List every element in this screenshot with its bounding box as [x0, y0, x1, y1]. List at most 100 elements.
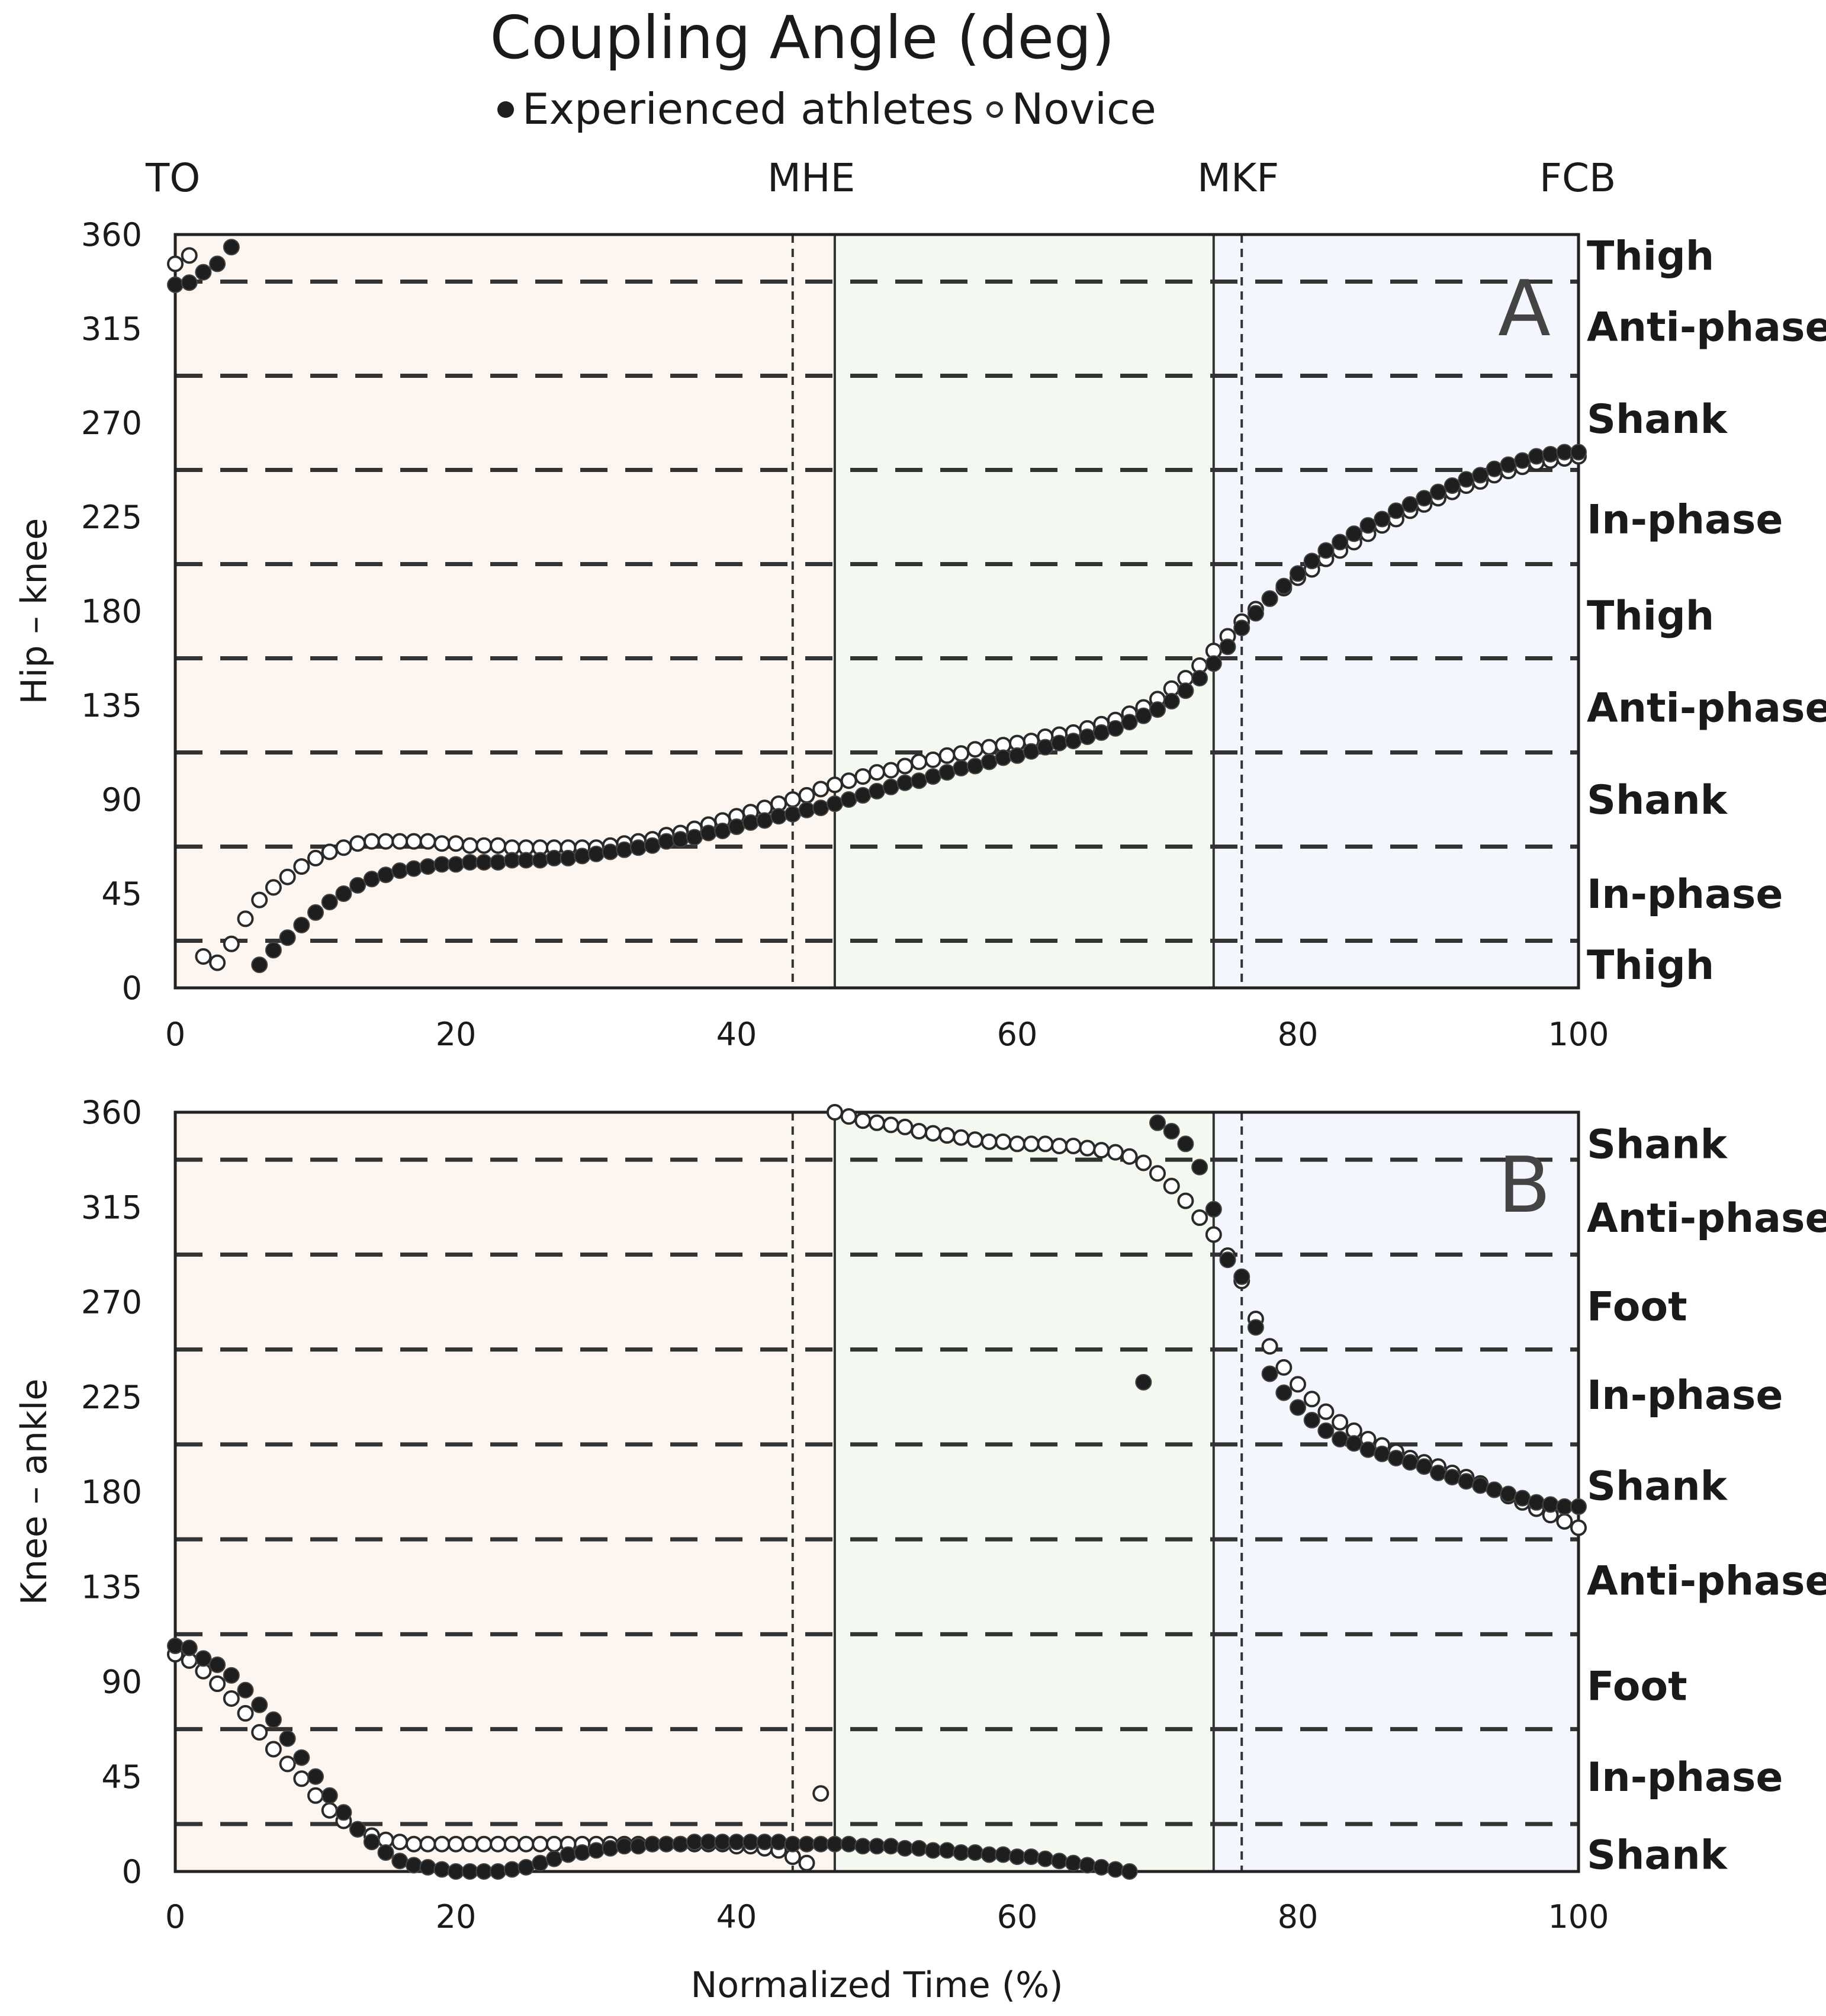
zone-label: Thigh — [1587, 233, 1714, 280]
data-point-experienced — [1290, 565, 1306, 582]
zone-label: Anti-phase — [1587, 304, 1826, 351]
data-point-experienced — [265, 1711, 282, 1728]
data-point-experienced — [321, 1787, 338, 1804]
data-point-experienced — [1444, 1469, 1461, 1486]
zone-label: Foot — [1587, 1284, 1687, 1331]
y-tick-label: 0 — [122, 970, 142, 1007]
data-point-experienced — [882, 1838, 899, 1855]
zone-label: In-phase — [1587, 1754, 1783, 1801]
data-point-experienced — [1332, 534, 1349, 551]
data-point-experienced — [1261, 590, 1278, 607]
data-point-experienced — [1290, 1399, 1306, 1416]
data-point-experienced — [181, 1639, 198, 1657]
data-point-experienced — [869, 782, 885, 800]
data-point-experienced — [1107, 1861, 1124, 1878]
data-point-experienced — [714, 823, 731, 839]
y-tick-label: 315 — [81, 1189, 142, 1226]
data-point-novice — [826, 776, 843, 794]
data-point-novice — [911, 1123, 928, 1140]
data-point-novice — [1065, 1137, 1082, 1154]
data-point-experienced — [896, 774, 914, 791]
x-tick-label: 0 — [165, 1016, 185, 1053]
data-point-novice — [321, 1802, 338, 1819]
data-point-novice — [433, 1835, 451, 1853]
data-point-experienced — [742, 1834, 759, 1851]
data-point-experienced — [419, 858, 436, 875]
data-point-novice — [349, 835, 367, 852]
data-point-experienced — [349, 1821, 367, 1838]
data-point-experienced — [1275, 577, 1293, 595]
data-point-experienced — [1458, 471, 1475, 488]
data-point-novice — [251, 1723, 268, 1741]
y-tick-label: 90 — [101, 1664, 142, 1701]
data-point-experienced — [532, 1854, 549, 1871]
data-point-novice — [911, 753, 928, 771]
x-tick-label: 60 — [997, 1898, 1038, 1935]
data-point-experienced — [742, 814, 759, 831]
data-point-experienced — [475, 1863, 493, 1880]
data-point-experienced — [1219, 638, 1236, 656]
data-point-novice — [405, 833, 422, 850]
data-point-novice — [896, 757, 914, 775]
data-point-novice — [1261, 1338, 1278, 1355]
plot-frame — [173, 1110, 1580, 1873]
data-point-experienced — [658, 833, 675, 850]
legend-marker-novice — [986, 101, 1004, 118]
data-point-experienced — [672, 1835, 689, 1853]
data-point-experienced — [433, 1861, 451, 1878]
y-tick-label: 45 — [101, 1758, 142, 1796]
zone-label: In-phase — [1587, 871, 1783, 918]
data-point-novice — [405, 1835, 422, 1853]
data-point-novice — [966, 1131, 983, 1148]
data-point-experienced — [924, 1842, 941, 1859]
data-point-experienced — [798, 1835, 815, 1853]
zone-label: Shank — [1587, 1121, 1728, 1168]
data-point-novice — [840, 772, 857, 789]
data-point-novice — [545, 1835, 562, 1853]
data-point-novice — [1177, 1192, 1194, 1209]
phase-band-1 — [175, 235, 835, 988]
data-point-experienced — [1444, 477, 1461, 494]
zone-label: Thigh — [1587, 593, 1714, 640]
data-point-experienced — [1121, 714, 1138, 731]
data-point-experienced — [251, 1696, 268, 1713]
data-point-novice — [265, 1741, 282, 1758]
data-point-experienced — [448, 1863, 464, 1880]
data-point-experienced — [854, 1838, 872, 1855]
data-point-novice — [812, 781, 830, 798]
data-point-experienced — [911, 772, 928, 789]
y-tick-label: 45 — [101, 875, 142, 913]
y-tick-label: 180 — [81, 1474, 142, 1511]
data-point-novice — [980, 739, 998, 756]
data-point-experienced — [924, 768, 941, 785]
data-point-experienced — [209, 1657, 226, 1674]
data-point-experienced — [980, 1846, 998, 1863]
data-point-novice — [1332, 1414, 1349, 1431]
data-point-novice — [1205, 1226, 1222, 1243]
data-point-experienced — [532, 852, 549, 869]
data-point-novice — [1079, 1139, 1096, 1157]
data-point-experienced — [545, 1850, 562, 1867]
data-point-experienced — [349, 877, 367, 894]
data-point-novice — [1093, 1142, 1110, 1159]
data-point-novice — [1037, 1135, 1054, 1153]
data-point-experienced — [686, 1834, 703, 1851]
data-point-experienced — [377, 1844, 394, 1861]
data-point-experienced — [209, 255, 226, 272]
data-point-novice — [195, 948, 212, 965]
data-point-novice — [953, 745, 970, 762]
data-point-experienced — [293, 1749, 310, 1766]
data-point-novice — [1009, 1135, 1025, 1153]
data-point-experienced — [854, 787, 872, 804]
data-point-novice — [475, 1835, 493, 1853]
data-point-experienced — [1416, 490, 1433, 507]
data-point-experienced — [1177, 1135, 1194, 1153]
zone-label: Foot — [1587, 1664, 1687, 1710]
legend: Experienced athletes Novice — [497, 88, 1156, 130]
data-point-novice — [490, 1835, 507, 1853]
data-point-experienced — [630, 839, 647, 856]
data-point-experienced — [784, 805, 801, 823]
data-point-novice — [1051, 1137, 1068, 1154]
data-point-novice — [953, 1129, 970, 1146]
data-point-experienced — [237, 1681, 254, 1699]
